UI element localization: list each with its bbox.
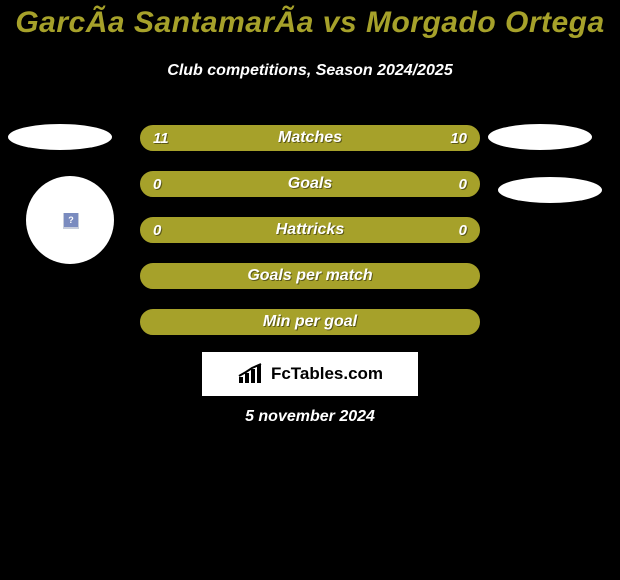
stat-bar-value-left: 11: [153, 126, 169, 150]
brand-text: FcTables.com: [271, 364, 383, 384]
subtitle: Club competitions, Season 2024/2025: [0, 62, 620, 80]
stat-bar-label: Goals per match: [141, 264, 479, 288]
stat-bar: Goals0 0: [140, 171, 480, 197]
right-player-ellipse-bottom: [498, 177, 602, 203]
fctables-icon: [237, 363, 265, 385]
stat-bar-label: Min per goal: [141, 310, 479, 334]
right-player-ellipse-top: [488, 124, 592, 150]
stat-bar-value-right: 10: [450, 126, 467, 150]
stat-bar-value-left: 0: [153, 218, 161, 242]
stat-bar-label: Matches: [141, 126, 479, 150]
stat-bar-label: Hattricks: [141, 218, 479, 242]
stat-bar: Min per goal: [140, 309, 480, 335]
date-text: 5 november 2024: [0, 408, 620, 426]
stat-bar-label: Goals: [141, 172, 479, 196]
placeholder-badge-glyph: ?: [68, 215, 74, 225]
stat-bar: Matches11 10: [140, 125, 480, 151]
left-player-ellipse: [8, 124, 112, 150]
stat-bar-value-left: 0: [153, 172, 161, 196]
placeholder-badge: ?: [63, 213, 79, 229]
brand-box: FcTables.com: [202, 352, 418, 396]
stat-bar-value-right: 0: [459, 218, 467, 242]
stage: GarcÃa SantamarÃa vs Morgado Ortega Club…: [0, 0, 620, 580]
stat-bar: Goals per match: [140, 263, 480, 289]
stat-bar: Hattricks0 0: [140, 217, 480, 243]
stat-bar-value-right: 0: [459, 172, 467, 196]
page-title: GarcÃa SantamarÃa vs Morgado Ortega: [0, 6, 620, 40]
